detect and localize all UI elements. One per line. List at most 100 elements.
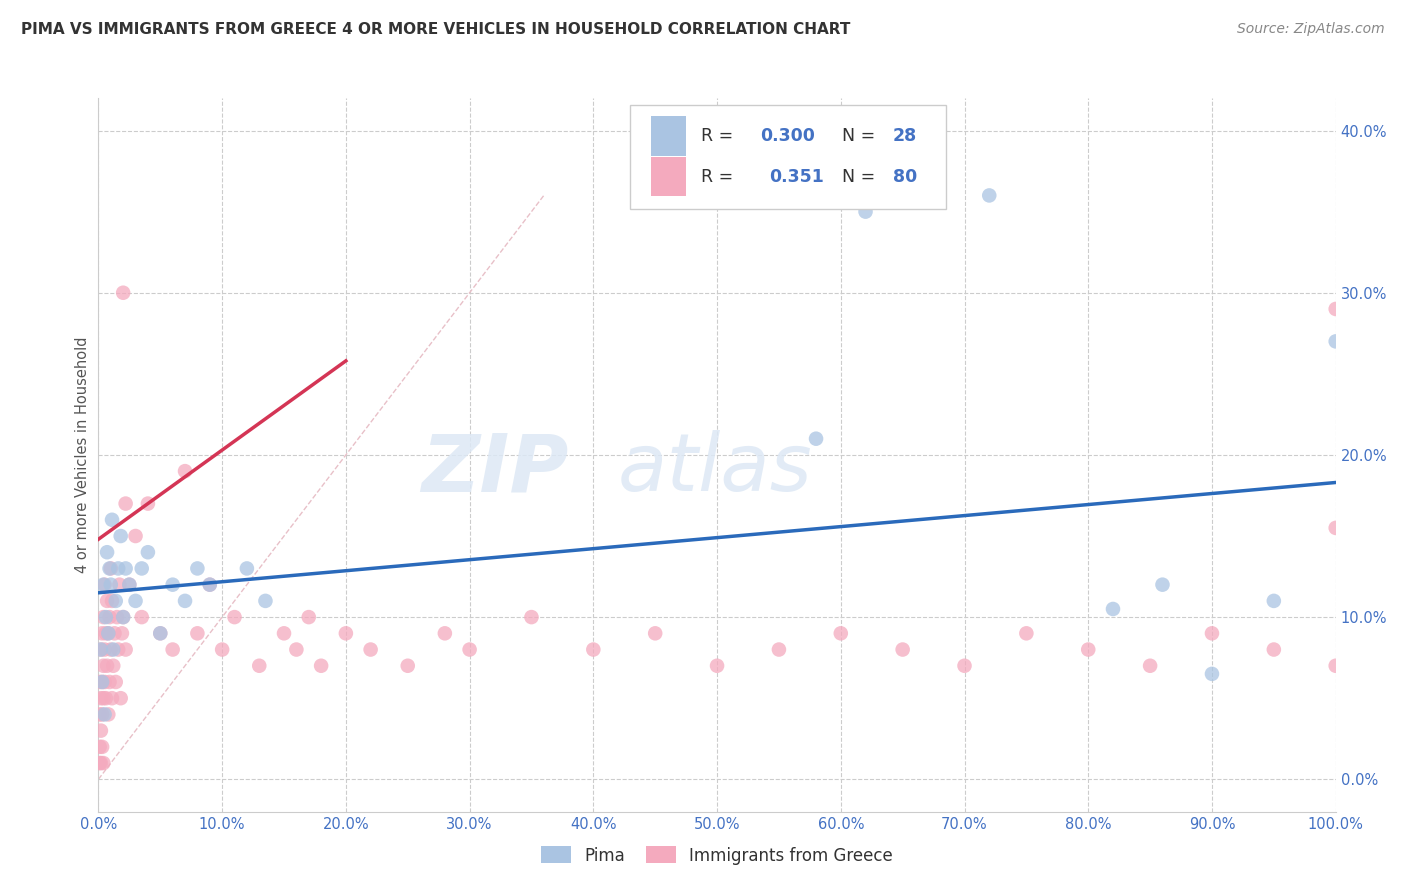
- Point: [124, 594, 146, 608]
- Point: [104, 675, 127, 690]
- Point: [94, 626, 117, 640]
- Point: [706, 658, 728, 673]
- Point: [97, 626, 120, 640]
- Point: [186, 626, 208, 640]
- Point: [582, 642, 605, 657]
- Point: [1152, 577, 1174, 591]
- Point: [1102, 602, 1125, 616]
- Point: [110, 691, 132, 706]
- Point: [1015, 626, 1038, 640]
- Point: [97, 707, 120, 722]
- Point: [136, 497, 159, 511]
- FancyBboxPatch shape: [630, 105, 946, 209]
- Point: [114, 497, 136, 511]
- Point: [804, 432, 827, 446]
- Point: [101, 594, 124, 608]
- Point: [224, 610, 246, 624]
- Bar: [651, 157, 686, 196]
- Point: [89, 675, 111, 690]
- Point: [93, 642, 115, 657]
- Text: 0.351: 0.351: [769, 168, 824, 186]
- Point: [433, 626, 456, 640]
- Point: [298, 610, 321, 624]
- Point: [89, 756, 111, 770]
- Point: [93, 610, 115, 624]
- Point: [103, 658, 125, 673]
- Point: [198, 577, 221, 591]
- Point: [104, 594, 127, 608]
- Point: [131, 610, 153, 624]
- Point: [103, 642, 125, 657]
- Point: [93, 675, 115, 690]
- Bar: [651, 116, 686, 155]
- Point: [136, 545, 159, 559]
- Point: [90, 642, 112, 657]
- Point: [114, 642, 136, 657]
- Point: [1324, 521, 1347, 535]
- Point: [90, 642, 112, 657]
- Point: [90, 723, 112, 738]
- Point: [198, 577, 221, 591]
- Point: [98, 675, 121, 690]
- Point: [90, 756, 112, 770]
- Text: N =: N =: [831, 127, 880, 145]
- Point: [101, 513, 124, 527]
- Point: [211, 642, 233, 657]
- Point: [124, 529, 146, 543]
- Point: [105, 610, 128, 624]
- Point: [91, 707, 114, 722]
- Point: [93, 707, 115, 722]
- Point: [103, 626, 125, 640]
- Point: [91, 626, 114, 640]
- Text: Source: ZipAtlas.com: Source: ZipAtlas.com: [1237, 22, 1385, 37]
- Point: [285, 642, 308, 657]
- Point: [891, 642, 914, 657]
- Point: [107, 561, 129, 575]
- Point: [1077, 642, 1099, 657]
- Point: [162, 577, 184, 591]
- Point: [100, 642, 122, 657]
- Point: [1201, 666, 1223, 681]
- Point: [94, 691, 117, 706]
- Point: [644, 626, 666, 640]
- Point: [186, 561, 208, 575]
- Text: N =: N =: [831, 168, 880, 186]
- Point: [91, 675, 114, 690]
- Text: R =: R =: [702, 127, 738, 145]
- Point: [118, 577, 141, 591]
- Point: [93, 756, 115, 770]
- Legend: Pima, Immigrants from Greece: Pima, Immigrants from Greece: [534, 839, 900, 871]
- Point: [90, 691, 112, 706]
- Text: 28: 28: [893, 127, 917, 145]
- Point: [1139, 658, 1161, 673]
- Point: [1263, 642, 1285, 657]
- Point: [96, 658, 118, 673]
- Point: [100, 561, 122, 575]
- Point: [768, 642, 790, 657]
- Point: [131, 561, 153, 575]
- Point: [98, 610, 121, 624]
- Point: [149, 626, 172, 640]
- Point: [108, 577, 131, 591]
- Point: [360, 642, 382, 657]
- Text: ZIP: ZIP: [422, 430, 568, 508]
- Point: [112, 285, 135, 300]
- Point: [110, 529, 132, 543]
- Point: [1324, 658, 1347, 673]
- Point: [396, 658, 419, 673]
- Point: [89, 707, 111, 722]
- Point: [236, 561, 259, 575]
- Point: [1201, 626, 1223, 640]
- Point: [1324, 301, 1347, 316]
- Y-axis label: 4 or more Vehicles in Household: 4 or more Vehicles in Household: [75, 336, 90, 574]
- Point: [91, 739, 114, 754]
- Point: [174, 464, 197, 478]
- Point: [94, 610, 117, 624]
- Point: [174, 594, 197, 608]
- Point: [830, 626, 852, 640]
- Point: [273, 626, 295, 640]
- Point: [458, 642, 481, 657]
- Point: [162, 642, 184, 657]
- Point: [247, 658, 270, 673]
- Point: [111, 626, 134, 640]
